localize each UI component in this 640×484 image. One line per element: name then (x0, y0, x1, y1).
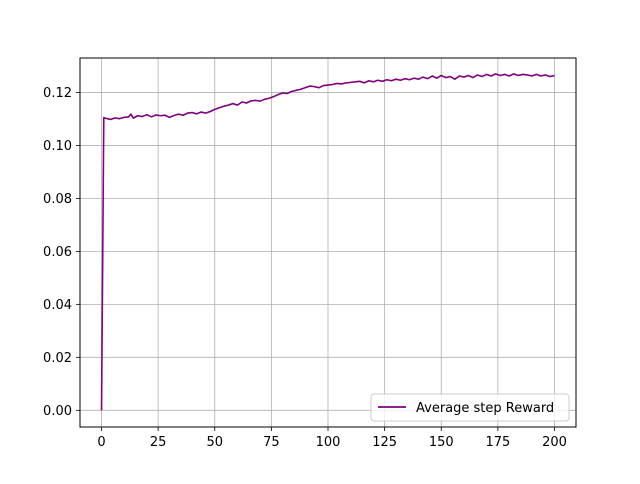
y-tick-label: 0.12 (43, 86, 72, 101)
y-tick-label: 0.04 (43, 298, 72, 313)
legend: Average step Reward (370, 393, 570, 422)
y-axis: 0.00 0.02 0.04 0.06 0.08 0.10 0.12 (43, 86, 80, 419)
x-tick-label: 50 (206, 435, 223, 450)
y-tick-label: 0.08 (43, 192, 72, 207)
legend-label: Average step Reward (416, 401, 554, 416)
series-line (100, 73, 555, 411)
y-tick-label: 0.00 (43, 404, 72, 419)
legend-box (370, 393, 570, 422)
grid (80, 58, 576, 427)
x-tick-label: 150 (429, 435, 454, 450)
x-tick-label: 175 (485, 435, 510, 450)
series-layer (100, 73, 555, 411)
x-tick-label: 200 (542, 435, 567, 450)
x-tick-label: 0 (97, 435, 105, 450)
x-tick-label: 100 (316, 435, 341, 450)
y-tick-label: 0.02 (43, 351, 72, 366)
x-tick-label: 25 (150, 435, 167, 450)
y-tick-label: 0.06 (43, 245, 72, 260)
x-tick-label: 75 (263, 435, 280, 450)
x-tick-label: 125 (372, 435, 397, 450)
x-axis: 0 25 50 75 100 125 150 175 200 (97, 427, 567, 450)
y-tick-label: 0.10 (43, 139, 72, 154)
